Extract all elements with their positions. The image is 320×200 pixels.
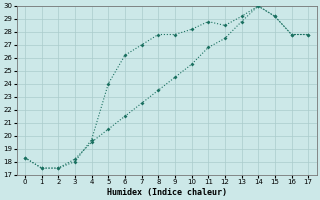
X-axis label: Humidex (Indice chaleur): Humidex (Indice chaleur) <box>107 188 227 197</box>
